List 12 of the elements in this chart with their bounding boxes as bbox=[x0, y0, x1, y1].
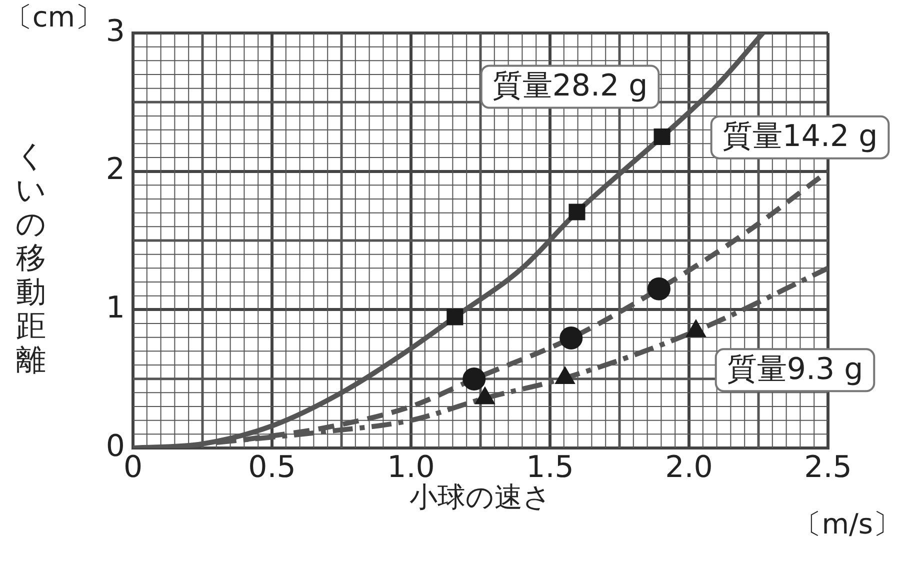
x-tick-label: 0.5 bbox=[248, 450, 296, 485]
x-tick-label: 2.0 bbox=[665, 450, 713, 485]
text: 〔cm〕 bbox=[4, 0, 103, 34]
x-tick-label: 2.5 bbox=[804, 450, 852, 485]
y-tick-label: 2 bbox=[106, 152, 125, 188]
y-tick-label: 1 bbox=[106, 290, 125, 326]
text: 〔m/s〕 bbox=[794, 507, 901, 540]
y-axis-title: くいの移動距離 bbox=[14, 139, 48, 378]
series-label: 質量9.3 g bbox=[726, 352, 864, 387]
series-label: 質量28.2 g bbox=[492, 68, 648, 104]
series-label: 質量14.2 g bbox=[722, 119, 878, 154]
y-tick-label: 3 bbox=[106, 14, 125, 49]
